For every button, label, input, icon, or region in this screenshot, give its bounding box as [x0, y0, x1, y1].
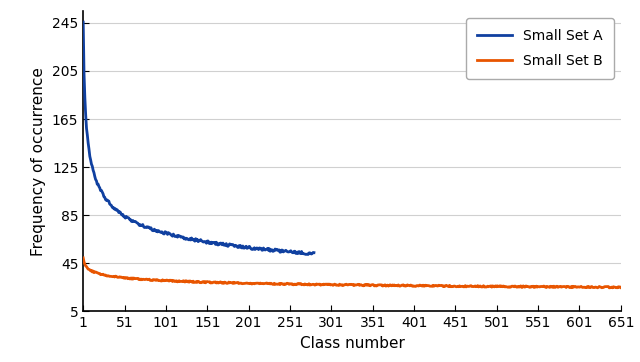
- X-axis label: Class number: Class number: [300, 336, 404, 351]
- Line: Small Set B: Small Set B: [83, 258, 621, 288]
- Small Set A: [190, 237, 198, 241]
- Small Set B: [189, 279, 197, 283]
- Small Set B: [109, 274, 117, 279]
- Small Set B: [249, 281, 257, 286]
- Small Set A: [79, 20, 87, 24]
- Line: Small Set A: Small Set A: [83, 22, 314, 254]
- Small Set B: [605, 286, 613, 290]
- Small Set A: [271, 247, 279, 251]
- Small Set A: [115, 210, 123, 215]
- Small Set B: [116, 275, 124, 279]
- Small Set B: [173, 280, 181, 284]
- Y-axis label: Frequency of occurrence: Frequency of occurrence: [31, 67, 46, 256]
- Small Set B: [79, 256, 87, 260]
- Small Set B: [617, 285, 625, 290]
- Small Set A: [269, 249, 277, 253]
- Small Set A: [305, 252, 312, 257]
- Small Set B: [557, 284, 564, 289]
- Small Set A: [211, 240, 218, 245]
- Legend: Small Set A, Small Set B: Small Set A, Small Set B: [466, 18, 614, 79]
- Small Set A: [310, 251, 318, 255]
- Small Set A: [221, 243, 229, 248]
